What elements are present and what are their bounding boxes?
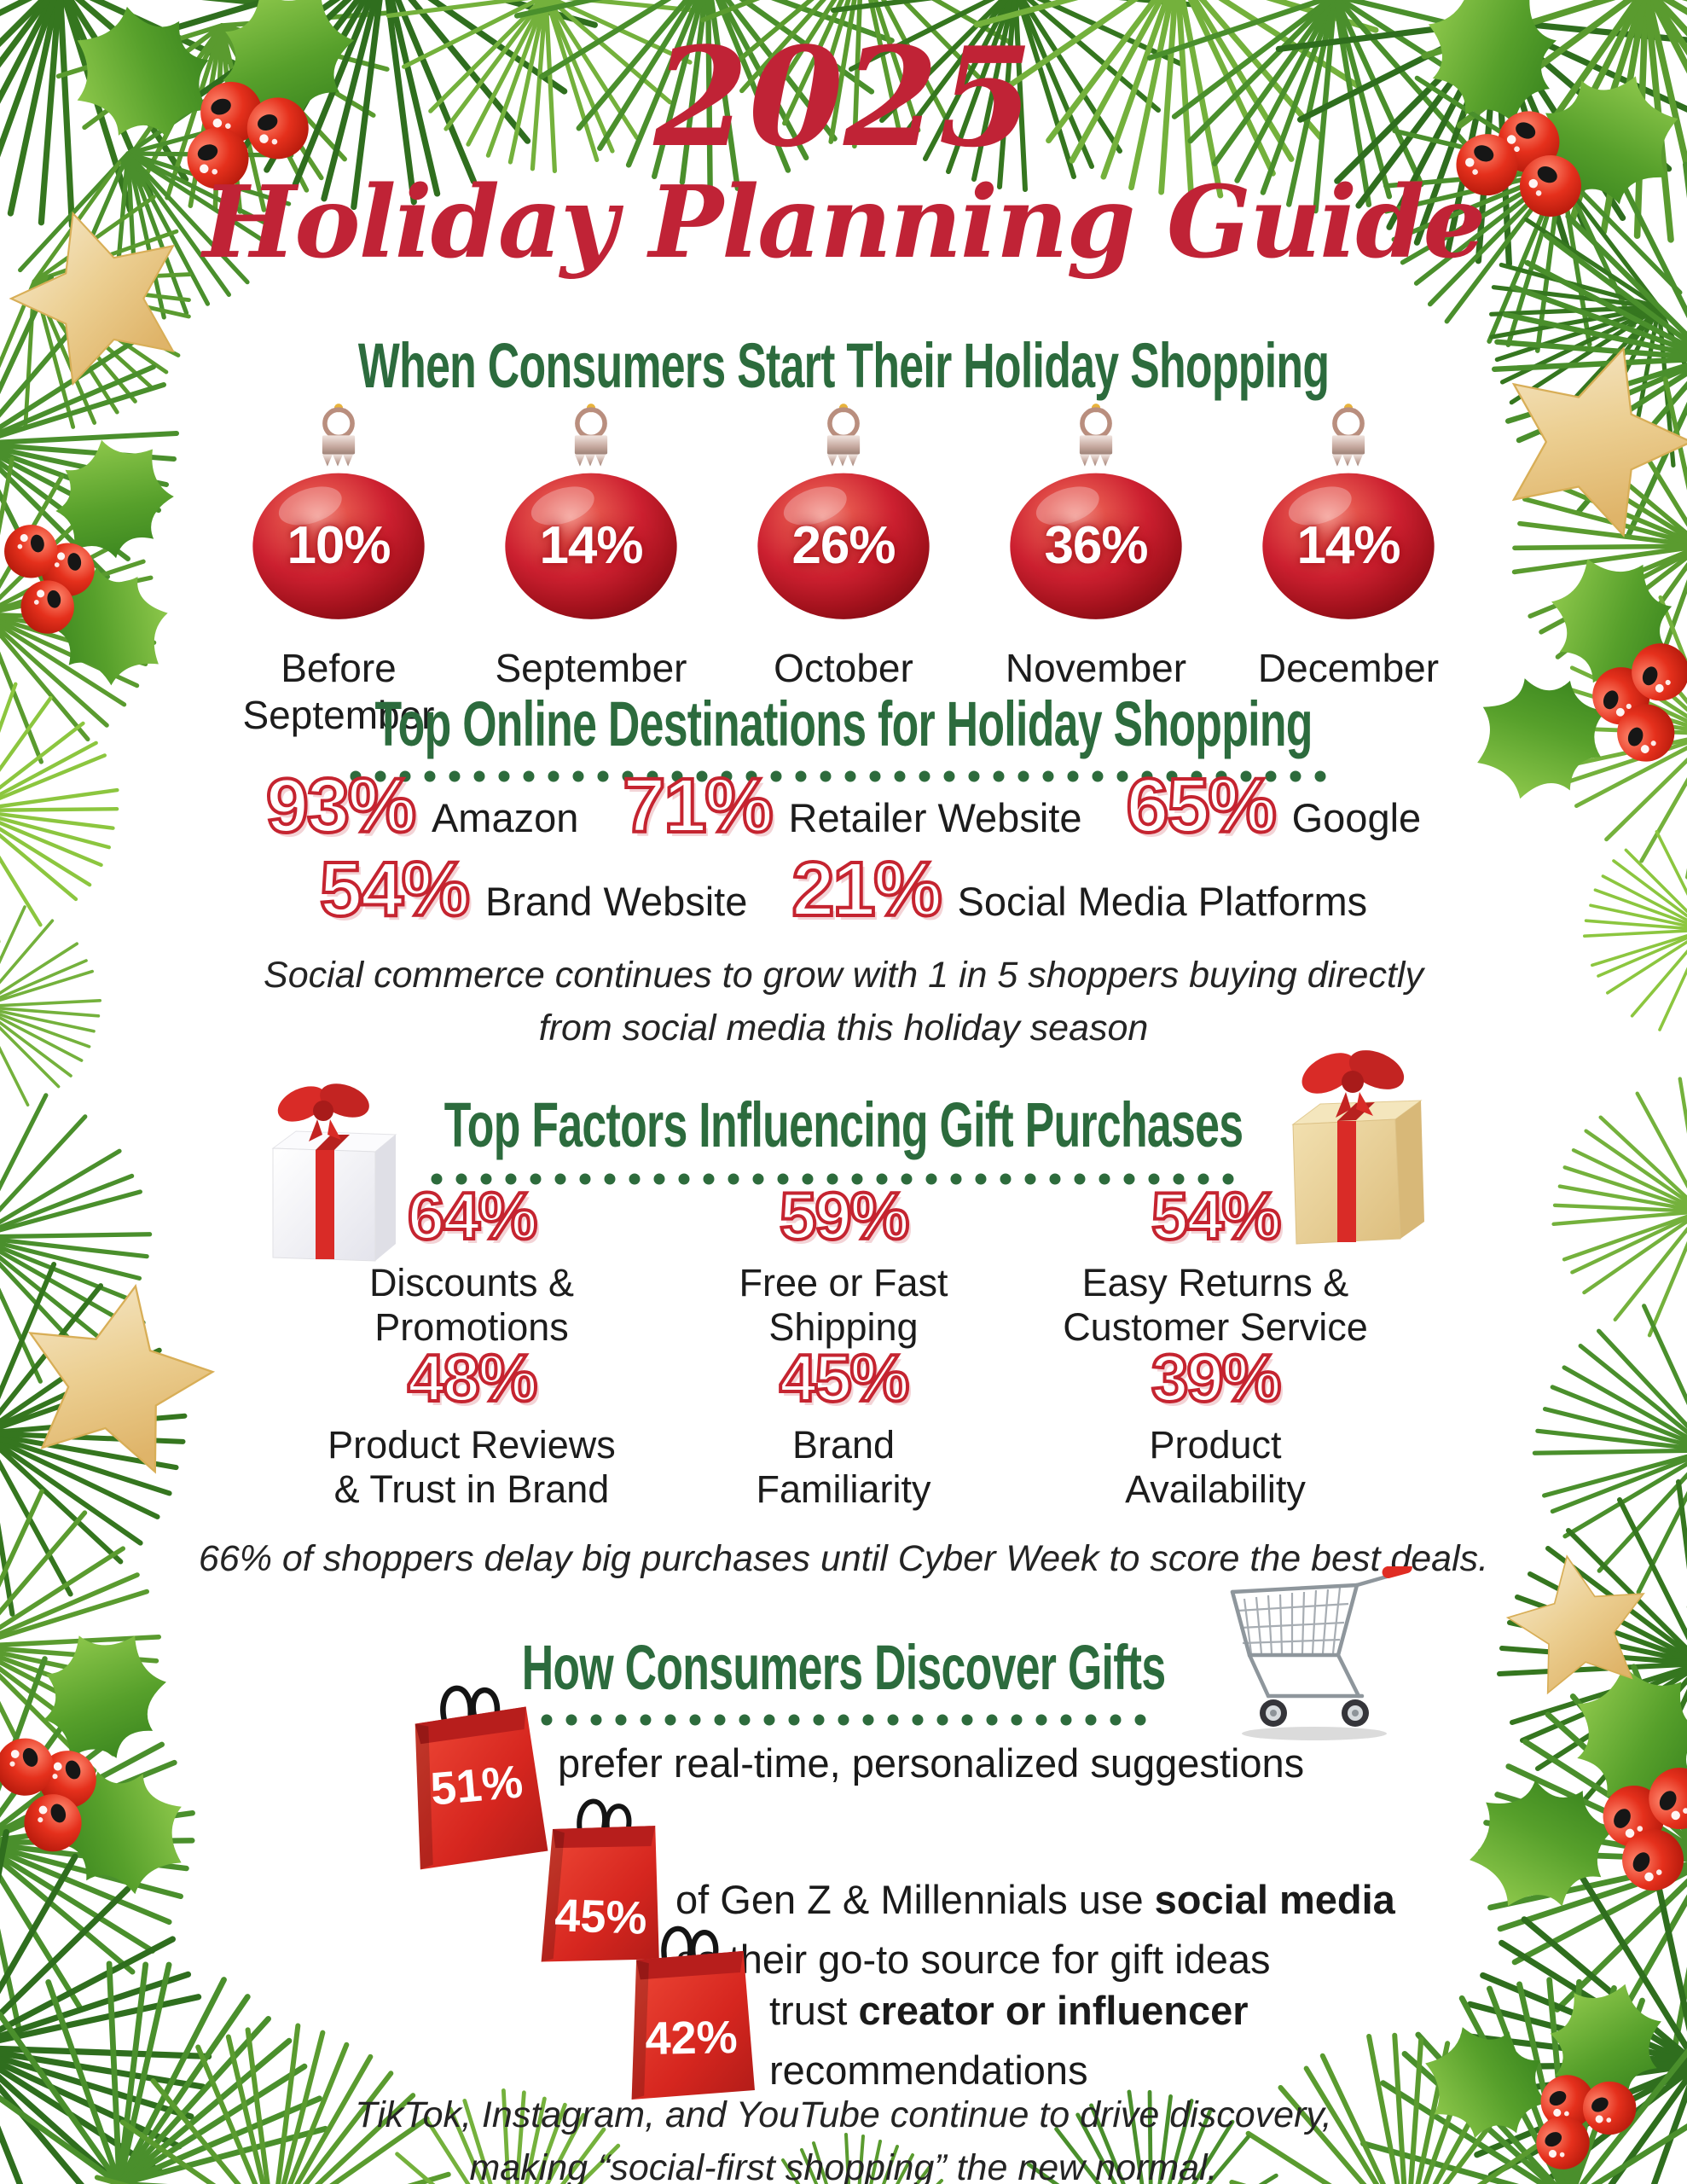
section-heading-start: When Consumers Start Their Holiday Shopp… [357, 330, 1330, 401]
ornament-label: September [495, 646, 687, 690]
ornament-chart: 10% Before September 14% Septembe [212, 386, 1475, 739]
stat-label: Social Media Platforms [957, 879, 1368, 924]
stat-label: Product Reviews & Trust in Brand [328, 1423, 616, 1512]
stat-percentage: 65% [1124, 764, 1278, 849]
factor-familiarity: 45% Brand Familiarity [658, 1340, 1029, 1512]
discover-stat-text: of Gen Z & Millennials use social media … [675, 1877, 1395, 1982]
stat-amazon: 93% Amazon [264, 764, 579, 849]
section-heading-factors: Top Factors Influencing Gift Purchases [443, 1089, 1244, 1160]
stat-label: Retailer Website [788, 795, 1082, 840]
ornament-column: 14% December [1222, 386, 1475, 739]
ornament-column: 36% November [970, 386, 1222, 739]
ornament-icon: 10% [248, 386, 429, 643]
gold-gift-box-icon [1267, 1024, 1442, 1267]
discover-stat-text: prefer real-time, personalized suggestio… [558, 1740, 1305, 1786]
ornament-column: 26% October [717, 386, 970, 739]
stat-percentage: 54% [1150, 1178, 1283, 1253]
page-title-year: 2025 [653, 17, 1034, 177]
stat-label: Easy Returns & Customer Service [1063, 1261, 1368, 1350]
dotted-divider [516, 1714, 1171, 1726]
stat-label: Product Availability [1125, 1423, 1306, 1512]
factor-availability: 39% Product Availability [1029, 1340, 1401, 1512]
dotted-divider [350, 770, 1337, 782]
stat-percentage: 59% [778, 1178, 911, 1253]
stat-label: Brand Familiarity [756, 1423, 931, 1512]
stat-percentage: 39% [1150, 1340, 1283, 1415]
ornament-label: November [1005, 646, 1187, 690]
factor-discounts: 64% Discounts & Promotions [286, 1178, 658, 1350]
shopping-cart-icon [1208, 1566, 1421, 1745]
destinations-row-2: 54% Brand Website 21% Social Media Platf… [0, 847, 1687, 932]
bag-percentage: 42% [645, 2012, 739, 2065]
ornament-percentage: 14% [539, 516, 643, 575]
stat-label: Google [1291, 795, 1422, 840]
discover-stat-text: trust creator or influencer recommendati… [769, 1988, 1249, 2093]
shopping-bag-icon: 45% [530, 1787, 673, 1971]
ornament-label: December [1257, 646, 1440, 690]
factors-row-1: 64% Discounts & Promotions 59% Free or F… [0, 1178, 1687, 1350]
social-first-note: TikTok, Instagram, and YouTube continue … [355, 2094, 1332, 2184]
stat-social-media-platforms: 21% Social Media Platforms [790, 847, 1368, 932]
factor-returns: 54% Easy Returns & Customer Service [1029, 1178, 1401, 1350]
shopping-bag-icon: 51% [392, 1668, 558, 1876]
stat-percentage: 45% [778, 1340, 911, 1415]
page-title-subtitle: Holiday Planning Guide [202, 165, 1487, 281]
stat-label: Brand Website [484, 879, 748, 924]
ornament-percentage: 36% [1044, 516, 1148, 575]
shopping-bag-icon: 42% [617, 1915, 764, 2106]
stat-google: 65% Google [1124, 764, 1422, 849]
stat-percentage: 93% [264, 764, 418, 849]
stat-percentage: 21% [790, 847, 943, 932]
ornament-column: 10% Before September [212, 386, 465, 739]
ornament-icon: 14% [501, 386, 681, 643]
ornament-percentage: 14% [1296, 516, 1400, 575]
ornament-icon: 36% [1006, 386, 1186, 643]
ornament-percentage: 10% [287, 516, 391, 575]
factor-shipping: 59% Free or Fast Shipping [658, 1178, 1029, 1350]
stat-retailer-website: 71% Retailer Website [621, 764, 1082, 849]
stat-percentage: 54% [318, 847, 472, 932]
social-commerce-note: Social commerce continues to grow with 1… [264, 955, 1423, 1049]
ornament-percentage: 26% [791, 516, 896, 575]
stat-percentage: 64% [406, 1178, 539, 1253]
section-heading-discover: How Consumers Discover Gifts [521, 1632, 1166, 1703]
ornament-icon: 26% [753, 386, 934, 643]
destinations-row-1: 93% Amazon 71% Retailer Website 65% Goog… [0, 764, 1687, 849]
section-heading-destinations: Top Online Destinations for Holiday Shop… [374, 688, 1313, 759]
cyber-week-note: 66% of shoppers delay big purchases unti… [198, 1538, 1489, 1579]
ornament-icon: 14% [1258, 386, 1439, 643]
stat-label: Free or Fast Shipping [739, 1261, 948, 1350]
stat-percentage: 71% [621, 764, 774, 849]
factors-row-2: 48% Product Reviews & Trust in Brand 45%… [0, 1340, 1687, 1512]
stat-label: Discounts & Promotions [368, 1261, 575, 1350]
factor-reviews: 48% Product Reviews & Trust in Brand [286, 1340, 658, 1512]
ornament-label: Before September [242, 646, 435, 738]
stat-percentage: 48% [406, 1340, 539, 1415]
white-gift-box-icon [249, 1063, 411, 1268]
stat-label: Amazon [431, 795, 579, 840]
ornament-label: October [774, 646, 913, 690]
ornament-column: 14% September [465, 386, 717, 739]
stat-brand-website: 54% Brand Website [318, 847, 748, 932]
